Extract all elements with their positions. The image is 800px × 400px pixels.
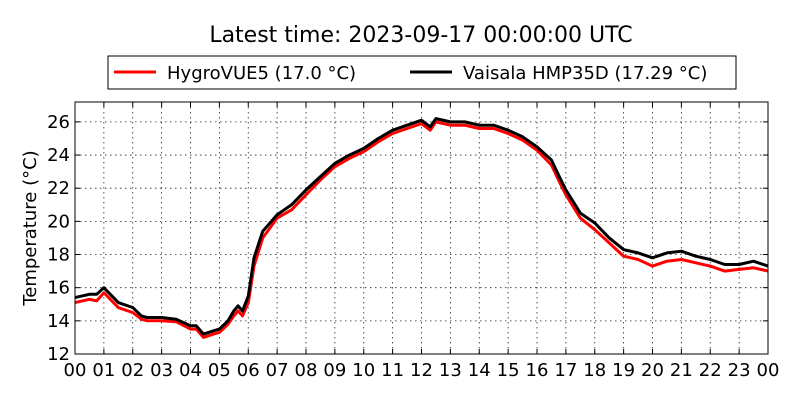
legend: HygroVUE5 (17.0 °C) Vaisala HMP35D (17.2… [107,55,737,90]
x-tick-label: 12 [410,360,433,381]
x-tick-label: 00 [64,360,87,381]
x-tick-label: 21 [670,360,693,381]
series-line-hygrovue5 [74,120,769,339]
x-tick-label: 19 [612,360,635,381]
y-tick-label: 16 [47,278,70,299]
y-tick-label: 12 [47,344,70,365]
x-tick-label: 14 [468,360,491,381]
x-tick-label: 15 [497,360,520,381]
series-lines [74,117,769,339]
x-tick-label: 03 [150,360,173,381]
x-tick-label: 10 [352,360,375,381]
x-tick-label: 07 [266,360,289,381]
y-tick-label: 26 [47,112,70,133]
y-tick-label: 14 [47,311,70,332]
x-tick-label: 18 [583,360,606,381]
x-tick-label: 20 [641,360,664,381]
y-tick-label: 20 [47,211,70,232]
grid [75,102,768,355]
legend-label-vaisala: Vaisala HMP35D (17.29 °C) [463,63,707,84]
x-tick-label: 22 [699,360,722,381]
x-tick-label: 09 [323,360,346,381]
legend-label-hygrovue5: HygroVUE5 (17.0 °C) [167,63,356,84]
x-tick-label: 02 [121,360,144,381]
x-tick-label: 04 [179,360,202,381]
x-tick-label: 11 [381,360,404,381]
y-tick-label: 22 [47,178,70,199]
x-tick-label: 00 [757,360,780,381]
x-tick-label: 23 [728,360,751,381]
x-tick-label: 16 [526,360,549,381]
x-tick-label: 05 [208,360,231,381]
y-axis-label: Temperature (°C) [20,150,41,306]
x-tick-label: 08 [295,360,318,381]
x-tick-label: 06 [237,360,260,381]
axis-ticks: 00 01 02 03 04 05 06 07 08 09 10 11 12 13 14 15 16 17 18 19… [47,102,779,381]
x-tick-label: 01 [92,360,115,381]
series-line-vaisala [74,117,769,336]
y-tick-label: 24 [47,145,70,166]
x-tick-label: 17 [554,360,577,381]
chart-title: Latest time: 2023-09-17 00:00:00 UTC [209,23,632,48]
x-tick-label: 13 [439,360,462,381]
y-tick-label: 18 [47,245,70,266]
